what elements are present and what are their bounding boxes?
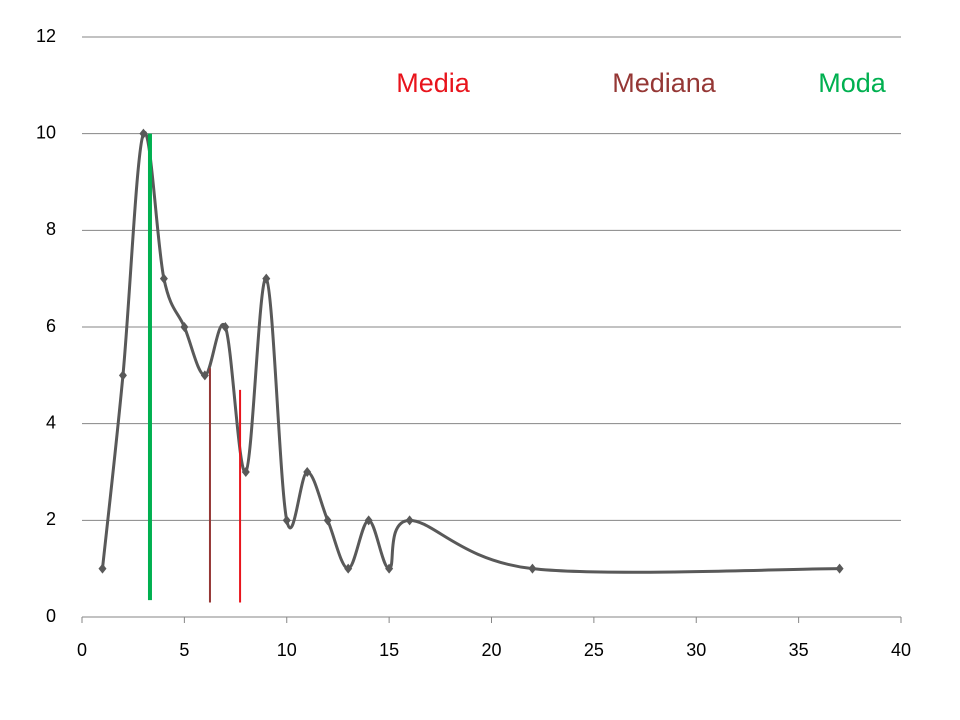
y-tick-label: 12 — [36, 26, 56, 46]
y-tick-label: 10 — [36, 122, 56, 142]
y-tick-label: 8 — [46, 219, 56, 239]
data-point — [221, 322, 230, 332]
data-point — [344, 563, 353, 574]
data-point — [364, 515, 373, 526]
data-point — [835, 563, 844, 574]
x-tick-label: 30 — [686, 640, 706, 660]
data-point — [262, 273, 271, 284]
x-tick-label: 40 — [891, 640, 911, 660]
x-tick-label: 25 — [584, 640, 604, 660]
data-point — [159, 273, 168, 284]
x-tick-label: 0 — [77, 640, 87, 660]
data-point — [139, 128, 148, 139]
data-point — [118, 370, 127, 381]
y-tick-label: 6 — [46, 316, 56, 336]
data-point — [323, 515, 332, 526]
data-point — [98, 563, 107, 574]
x-tick-label: 20 — [481, 640, 501, 660]
data-point — [180, 322, 189, 332]
x-tick-label: 10 — [277, 640, 297, 660]
data-point — [405, 515, 414, 526]
data-point — [385, 563, 394, 574]
data-point — [241, 467, 250, 477]
x-tick-label: 35 — [789, 640, 809, 660]
data-line — [100, 130, 840, 574]
reference-label: Moda — [818, 68, 887, 98]
data-point — [200, 370, 209, 381]
reference-label: Mediana — [612, 68, 717, 98]
data-point — [303, 467, 312, 477]
reference-label: Media — [396, 68, 471, 98]
data-point — [282, 515, 291, 526]
y-tick-label: 4 — [46, 412, 56, 432]
x-tick-label: 5 — [179, 640, 189, 660]
data-point — [528, 563, 537, 574]
y-tick-label: 2 — [46, 509, 56, 529]
y-tick-label: 0 — [46, 606, 56, 626]
x-tick-label: 15 — [379, 640, 399, 660]
